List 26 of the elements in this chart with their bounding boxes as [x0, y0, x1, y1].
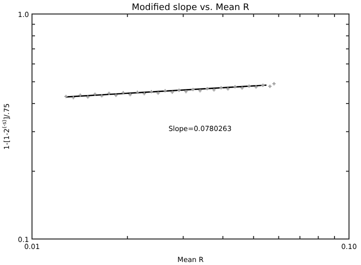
point [226, 87, 230, 90]
point [177, 88, 181, 92]
point [72, 96, 75, 100]
point [206, 86, 209, 90]
point [261, 84, 265, 87]
chart-title: Modified slope vs. Mean R [132, 3, 250, 13]
point [247, 84, 251, 88]
point [219, 86, 223, 90]
point [170, 90, 174, 94]
point [86, 95, 90, 99]
point [212, 88, 216, 92]
point [107, 92, 111, 95]
point [93, 92, 97, 96]
point [150, 90, 154, 94]
point [136, 90, 140, 94]
point [233, 85, 237, 88]
point [78, 93, 82, 97]
point [268, 84, 272, 88]
point [122, 91, 125, 94]
point [198, 89, 202, 92]
point [156, 91, 160, 95]
point [100, 94, 104, 98]
point [114, 94, 118, 97]
point [163, 89, 167, 92]
point [142, 92, 146, 96]
point [128, 93, 132, 96]
